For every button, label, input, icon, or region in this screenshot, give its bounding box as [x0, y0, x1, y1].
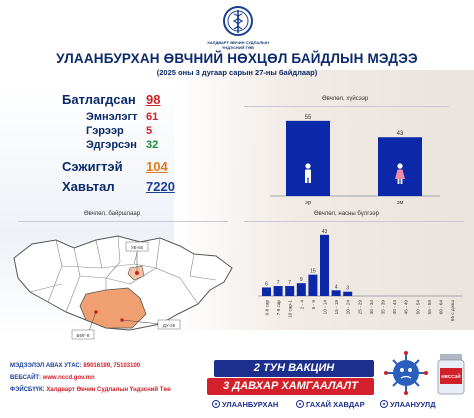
footer-phone: МЭДЭЭЛЭЛ АВАХ УТАС: 89016199, 75103100 [10, 363, 140, 369]
footer-phone-label: МЭДЭЭЛЭЛ АВАХ УТАС: [10, 363, 82, 369]
suspected-label: Сэжигтэй [62, 159, 123, 174]
recovered-value: 32 [146, 139, 159, 151]
gender-category-label-1: эм [397, 200, 404, 206]
contacts-label: Хавьтал [62, 179, 115, 194]
slogan-banner-2: 3 ДАВХАР ХАМГААЛАЛТ [207, 378, 374, 395]
map-title-rule [18, 221, 228, 222]
hospital-value: 61 [146, 111, 159, 123]
age-category-label-13: 50 - 54 [415, 300, 420, 315]
age-category-label-9: 30 - 34 [369, 300, 374, 315]
footer-facebook: ФЭЙСБҮҮК: Халдварт Өвчин Судлалын Үндэсн… [10, 387, 171, 393]
age-value-label-1: 7 [277, 280, 280, 286]
age-bar-2 [285, 286, 295, 296]
mongolia-map: УБ-65 БӨГ-8 ДУ-25 [13, 235, 233, 340]
page-title: УЛААНБУРХАН ӨВЧНИЙ НӨХЦӨЛ БАЙДЛЫН МЭДЭЭ [56, 51, 418, 66]
age-value-label-3: 9 [300, 277, 303, 283]
footer-web: ВЕБСАЙТ: www.nccd.gov.mn [10, 375, 95, 381]
location-tag-3: УЛААНУУЛД [380, 400, 436, 409]
location-tag-2: ГАХАЙ ХАВДАР [296, 400, 365, 409]
age-category-label-1: 7-9 сар [276, 300, 281, 316]
gender-chart: 55 эр 43 эм [270, 115, 440, 206]
age-bar-4 [308, 274, 318, 296]
age-chart-title: Өвчлөл, насны бүлгээр [314, 211, 379, 217]
age-category-label-8: 25 - 29 [357, 300, 362, 315]
age-bar-0 [262, 287, 271, 296]
age-category-label-6: 15 - 19 [334, 300, 339, 315]
gender-bar-0 [286, 120, 330, 196]
location-pin-icon [212, 400, 220, 408]
age-category-label-7: 20 - 24 [346, 300, 351, 315]
gender-value-label-0: 55 [305, 115, 312, 121]
age-bar-7 [343, 291, 353, 296]
gender-chart-title: Өвчлөл, хүйсээр [322, 96, 369, 102]
footer-phone-value: 89016199, 75103100 [83, 363, 141, 369]
age-bar-1 [273, 286, 283, 296]
vaccine-vial-icon: ИВССЭЙ [437, 354, 465, 395]
age-value-label-7: 3 [346, 286, 349, 292]
map-label-ub: УБ-65 [131, 245, 144, 250]
location-tag-1: УЛААНБУРХАН [212, 400, 278, 409]
vial-label: ИВССЭЙ [441, 372, 460, 379]
age-bar-3 [296, 283, 306, 296]
location-pin-icon [380, 400, 388, 408]
confirmed-label: Батлагдсан [62, 92, 136, 107]
recovered-label: Эдгэрсэн [86, 139, 137, 151]
hospital-label: Эмнэлэгт [86, 111, 138, 123]
gender-title-rule [244, 106, 449, 107]
gender-value-label-1: 43 [397, 131, 404, 137]
age-value-label-6: 4 [335, 284, 338, 290]
female-icon [395, 163, 405, 184]
footer-web-link[interactable]: www.nccd.gov.mn [42, 375, 95, 381]
location-pin-icon [296, 400, 304, 408]
home-value: 5 [146, 125, 153, 137]
footer-fb-label: ФЭЙСБҮҮК: [10, 387, 45, 393]
map-label-dundgovi: ДУ-25 [163, 323, 176, 328]
page-subtitle: (2025 оны 3 дугаар сарын 27-ны байдлаар) [156, 68, 318, 77]
age-category-label-3: 2 - 4 [299, 300, 304, 310]
contacts-value: 7220 [146, 179, 175, 194]
confirmed-value: 98 [146, 92, 161, 107]
slogan-banner-1: 2 ТУН ВАКЦИН [214, 360, 374, 377]
age-category-label-5: 10 - 14 [323, 300, 328, 315]
age-title-rule [244, 221, 464, 222]
age-category-label-2: 10 сар-1 [288, 300, 293, 318]
virus-icon [384, 351, 428, 395]
age-category-label-0: 0-6 сар [265, 300, 270, 316]
age-value-label-5: 43 [322, 229, 328, 235]
footer-fb-link[interactable]: Халдварт Өвчин Судлалын Үндэсний Төв [46, 387, 171, 393]
age-category-label-11: 40 - 44 [392, 300, 397, 315]
map-title: Өвчлөл, байршлаар [84, 211, 141, 217]
age-category-label-4: 5 - 9 [311, 300, 316, 310]
footer-web-label: ВЕБСАЙТ: [10, 375, 41, 381]
map-region-highlighted [79, 287, 147, 329]
age-category-label-10: 35 - 39 [381, 300, 386, 315]
age-value-label-0: 6 [265, 281, 268, 287]
age-value-label-2: 7 [288, 280, 291, 286]
male-icon [305, 163, 311, 183]
age-category-label-14: 55 - 59 [427, 300, 432, 315]
virus-vial-illustration: ИВССЭЙ [384, 351, 465, 395]
gender-category-label-0: эр [305, 200, 311, 206]
home-label: Гэрээр [86, 125, 124, 137]
age-bar-6 [331, 290, 341, 296]
age-category-label-15: 60 - 64 [439, 300, 444, 315]
org-name: ХАЛДВАРТ ӨВЧИН СУДЛАЛЫН ҮНДЭСНИЙ ТӨВ [207, 40, 269, 50]
age-value-label-4: 15 [310, 269, 316, 275]
suspected-value: 104 [146, 159, 168, 174]
age-bar-5 [320, 234, 329, 296]
map-label-bayankhongor: БӨГ-8 [77, 333, 90, 338]
age-category-label-12: 45 - 49 [404, 300, 409, 315]
nccd-logo [223, 6, 253, 36]
age-category-label-16: 65 с дээш [450, 300, 455, 321]
